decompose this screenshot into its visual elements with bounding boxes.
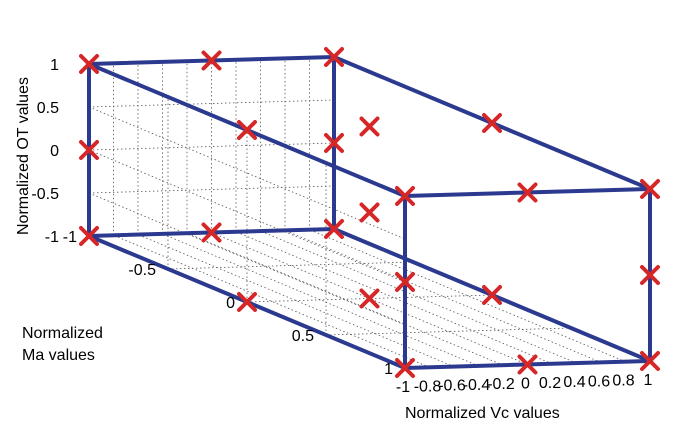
grid-line-floor-y <box>167 261 414 270</box>
y-axis-label-line-1: Normalized <box>22 325 103 342</box>
x-tick-label: -0.2 <box>487 376 515 393</box>
data-point <box>359 202 380 223</box>
data-point-stroke <box>79 226 99 246</box>
data-point <box>640 265 660 285</box>
x-axis-label: Normalized Vc values <box>405 405 560 422</box>
axis-lines <box>88 64 651 369</box>
grid-line-floor-y <box>246 294 493 303</box>
x-tick-label: 0.2 <box>539 375 561 392</box>
grid-line-side-z <box>88 192 406 326</box>
data-points <box>79 47 660 378</box>
data-point-stroke <box>359 288 380 309</box>
grid-line-floor-x <box>211 232 528 365</box>
data-point <box>79 226 99 246</box>
data-point-stroke <box>201 222 222 243</box>
data-point-stroke <box>640 179 660 199</box>
data-point <box>324 219 344 239</box>
x-tick-label: 0.8 <box>612 373 634 390</box>
x-tick-label: -0.6 <box>438 378 466 395</box>
x-tick-label: 1 <box>644 372 653 389</box>
data-point <box>640 179 660 199</box>
grid-line-floor-x <box>235 231 553 365</box>
data-point-stroke <box>324 219 344 239</box>
data-point <box>395 358 415 378</box>
data-point-stroke <box>482 113 502 133</box>
grid-line-back-z <box>88 99 335 108</box>
data-point <box>482 113 502 133</box>
data-point <box>517 354 538 375</box>
data-point-stroke <box>359 116 380 137</box>
z-axis-label: Normalized OT values <box>15 77 32 235</box>
y-tick-label: 0 <box>226 295 235 312</box>
data-point-stroke <box>324 47 344 67</box>
grid-line-floor-x <box>284 230 602 363</box>
data-point-stroke <box>640 351 660 371</box>
data-point-stroke <box>517 354 538 375</box>
data-point <box>395 186 415 206</box>
tick-labels: -1 -0.8-0.6-0.4-0.2 0 0.2 0.4 0.6 0.8 1-1-0.500… <box>31 57 652 396</box>
y-tick-label: -0.5 <box>128 262 156 279</box>
grid-line-floor-x <box>113 234 430 368</box>
data-point <box>359 288 380 309</box>
data-point <box>640 351 660 371</box>
data-point-stroke <box>640 265 660 285</box>
grid-line-floor-x <box>260 230 577 364</box>
x-tick-label: -0.8 <box>414 378 442 395</box>
data-point <box>324 47 344 67</box>
x-tick-label: 0 <box>521 376 530 393</box>
z-tick-label: 1 <box>50 57 59 74</box>
data-point <box>482 285 502 305</box>
data-point <box>79 54 99 74</box>
data-point <box>79 140 99 160</box>
data-point <box>237 292 257 312</box>
y-tick-label: 0.5 <box>292 328 314 345</box>
data-point <box>237 120 257 140</box>
grid-line-floor-x <box>137 234 455 367</box>
x-tick-label: 0.6 <box>588 373 610 390</box>
x-tick-label: -1 <box>396 379 410 396</box>
y-axis-label-line-2: Ma values <box>22 347 95 364</box>
grid-line-floor-x <box>309 229 626 363</box>
z-tick-label: -0.5 <box>31 186 59 203</box>
data-point-stroke <box>237 120 257 140</box>
x-tick-label: -0.4 <box>463 377 491 394</box>
y-tick-label: -1 <box>63 229 77 246</box>
data-point <box>395 272 415 292</box>
grid-line-side-z <box>88 149 406 283</box>
z-tick-label: 0.5 <box>37 100 59 117</box>
y-tick-label: 1 <box>384 361 393 378</box>
data-point <box>359 116 380 137</box>
data-point-stroke <box>79 140 99 160</box>
data-point <box>201 222 222 243</box>
x-tick-label: 0.4 <box>563 374 585 391</box>
data-point <box>201 50 222 71</box>
data-point-stroke <box>395 186 415 206</box>
data-point-stroke <box>517 182 538 203</box>
data-point-stroke <box>482 285 502 305</box>
grid-line-back-z <box>88 142 335 151</box>
data-point-stroke <box>395 358 415 378</box>
grid-line-side-z <box>88 106 406 240</box>
data-point-stroke <box>79 54 99 74</box>
grid-line-floor-x <box>186 232 504 366</box>
z-tick-label: 0 <box>50 143 59 160</box>
grid-line-back-z <box>88 185 335 194</box>
grid-line-floor-x <box>162 233 479 367</box>
data-point-stroke <box>359 202 380 223</box>
data-point <box>517 182 538 203</box>
data-point <box>324 133 344 153</box>
data-point-stroke <box>324 133 344 153</box>
data-point-stroke <box>395 272 415 292</box>
grid-line-floor-y <box>325 327 572 336</box>
data-point-stroke <box>201 50 222 71</box>
data-point-stroke <box>237 292 257 312</box>
z-tick-label: -1 <box>45 229 59 246</box>
